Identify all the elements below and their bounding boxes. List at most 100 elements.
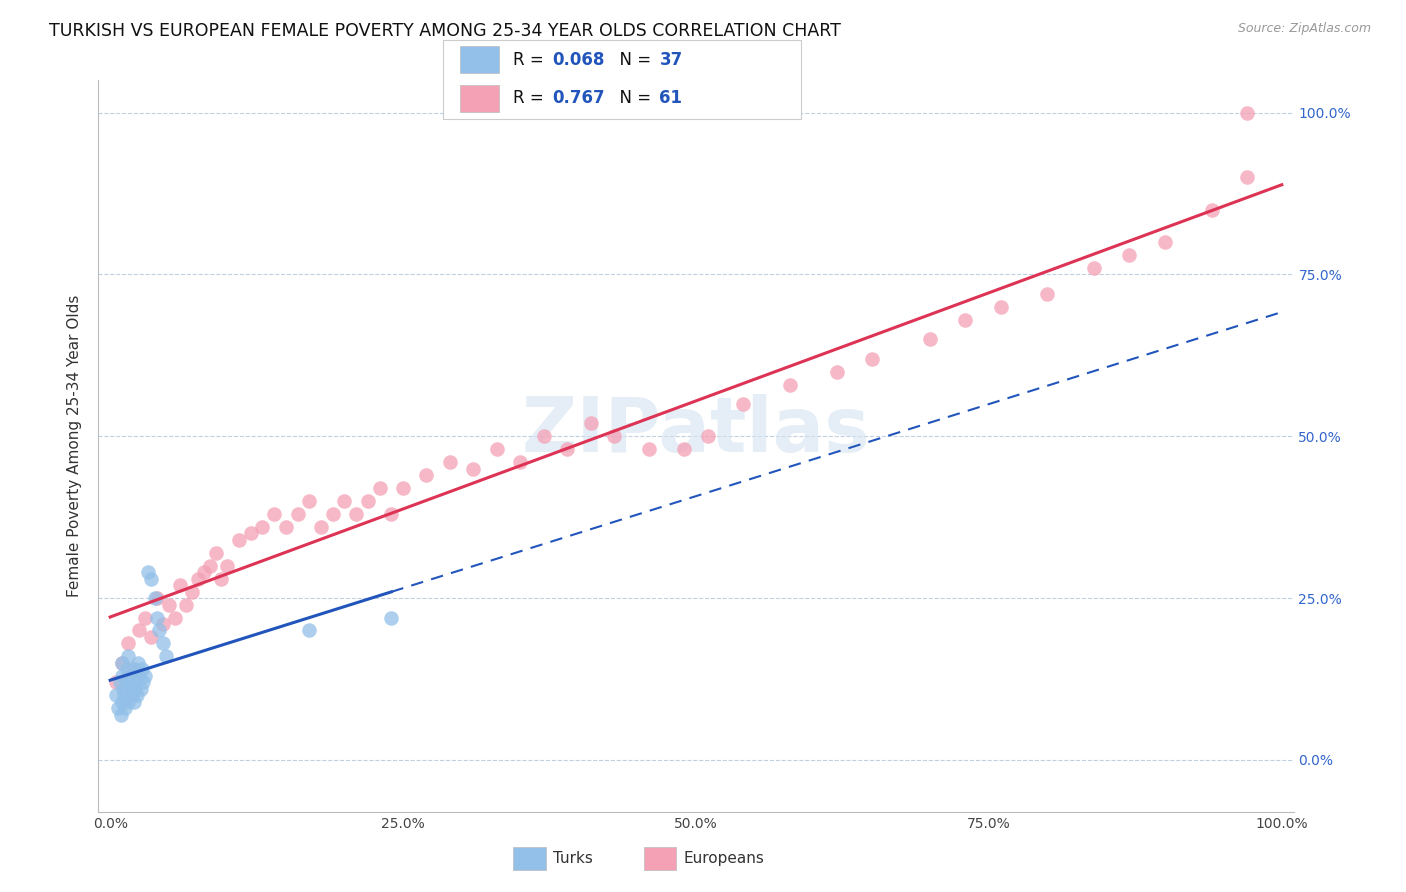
Point bbox=[122, 662, 145, 676]
Point bbox=[174, 598, 197, 612]
Point bbox=[112, 681, 135, 696]
Point bbox=[463, 461, 485, 475]
Point bbox=[108, 675, 131, 690]
Point bbox=[204, 546, 226, 560]
Point bbox=[309, 520, 332, 534]
Point bbox=[638, 442, 661, 457]
Point bbox=[779, 377, 801, 392]
Point bbox=[128, 669, 150, 683]
Text: R =: R = bbox=[513, 89, 550, 107]
Point bbox=[357, 494, 380, 508]
Point bbox=[1083, 260, 1105, 275]
Point bbox=[860, 351, 883, 366]
Point bbox=[110, 707, 132, 722]
Point bbox=[117, 695, 139, 709]
Point bbox=[141, 572, 163, 586]
Point bbox=[239, 526, 262, 541]
Point bbox=[105, 688, 128, 702]
Text: Source: ZipAtlas.com: Source: ZipAtlas.com bbox=[1237, 22, 1371, 36]
Point bbox=[485, 442, 508, 457]
Point bbox=[131, 662, 153, 676]
Point bbox=[920, 332, 942, 346]
Point bbox=[111, 669, 134, 683]
Point bbox=[1236, 105, 1258, 120]
Point bbox=[298, 494, 321, 508]
Y-axis label: Female Poverty Among 25-34 Year Olds: Female Poverty Among 25-34 Year Olds bbox=[67, 295, 83, 597]
Point bbox=[252, 520, 274, 534]
Text: Turks: Turks bbox=[553, 851, 592, 865]
Point bbox=[1036, 286, 1059, 301]
Point bbox=[1153, 235, 1175, 249]
Point bbox=[127, 656, 149, 670]
Text: 61: 61 bbox=[659, 89, 682, 107]
Point bbox=[134, 610, 156, 624]
Point bbox=[115, 662, 138, 676]
Text: TURKISH VS EUROPEAN FEMALE POVERTY AMONG 25-34 YEAR OLDS CORRELATION CHART: TURKISH VS EUROPEAN FEMALE POVERTY AMONG… bbox=[49, 22, 841, 40]
Point bbox=[132, 675, 155, 690]
Text: ZIPatlas: ZIPatlas bbox=[522, 394, 870, 468]
Text: 0.068: 0.068 bbox=[553, 51, 605, 69]
Point bbox=[105, 675, 128, 690]
Point bbox=[112, 688, 135, 702]
Point bbox=[274, 520, 297, 534]
Point bbox=[1236, 170, 1258, 185]
Point bbox=[696, 429, 718, 443]
Point bbox=[825, 365, 848, 379]
Point bbox=[152, 636, 174, 650]
Point bbox=[169, 578, 191, 592]
Point bbox=[1201, 202, 1223, 217]
Point bbox=[117, 636, 139, 650]
Point bbox=[731, 397, 754, 411]
Text: N =: N = bbox=[609, 89, 657, 107]
Point bbox=[157, 598, 180, 612]
Point bbox=[146, 591, 169, 606]
Point bbox=[148, 624, 170, 638]
Point bbox=[141, 630, 163, 644]
Point bbox=[124, 681, 146, 696]
Point bbox=[990, 300, 1012, 314]
Point bbox=[129, 681, 152, 696]
Point bbox=[143, 591, 166, 606]
Point bbox=[1118, 248, 1140, 262]
Point bbox=[122, 695, 145, 709]
Text: N =: N = bbox=[609, 51, 657, 69]
Point bbox=[380, 610, 402, 624]
Point bbox=[415, 468, 437, 483]
Point bbox=[392, 481, 415, 495]
Point bbox=[344, 507, 367, 521]
Point bbox=[298, 624, 321, 638]
Point bbox=[533, 429, 555, 443]
Point bbox=[125, 675, 148, 690]
Point bbox=[127, 688, 149, 702]
Point bbox=[380, 507, 402, 521]
Point bbox=[114, 701, 136, 715]
Point bbox=[217, 558, 239, 573]
Point bbox=[120, 681, 141, 696]
Point bbox=[146, 610, 169, 624]
Point bbox=[121, 688, 143, 702]
Point bbox=[134, 669, 156, 683]
Point bbox=[155, 649, 177, 664]
Point bbox=[509, 455, 531, 469]
Point bbox=[111, 656, 134, 670]
Point bbox=[187, 572, 209, 586]
Point bbox=[368, 481, 391, 495]
Point bbox=[955, 312, 977, 326]
Point bbox=[439, 455, 461, 469]
Point bbox=[163, 610, 186, 624]
Point bbox=[118, 675, 141, 690]
Text: 0.767: 0.767 bbox=[553, 89, 605, 107]
Text: Europeans: Europeans bbox=[683, 851, 765, 865]
Point bbox=[193, 566, 215, 580]
Point bbox=[128, 624, 150, 638]
Point bbox=[263, 507, 285, 521]
Point bbox=[107, 701, 129, 715]
Text: 37: 37 bbox=[659, 51, 683, 69]
Point bbox=[111, 656, 134, 670]
Point bbox=[198, 558, 221, 573]
Point bbox=[111, 695, 134, 709]
Point bbox=[603, 429, 626, 443]
Point bbox=[322, 507, 344, 521]
Text: R =: R = bbox=[513, 51, 550, 69]
Point bbox=[152, 617, 174, 632]
